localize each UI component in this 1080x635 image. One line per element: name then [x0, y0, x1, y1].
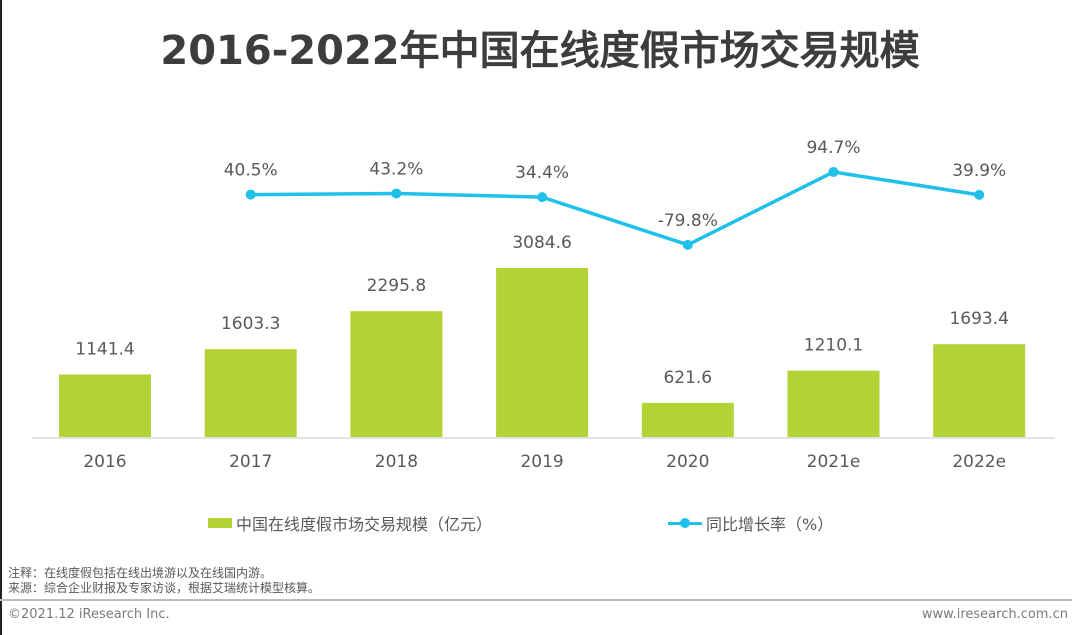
legend-bar-label: 中国在线度假市场交易规模（亿元）	[236, 515, 493, 534]
x-tick-2022e: 2022e	[952, 452, 1006, 472]
bars-group	[59, 268, 1026, 437]
bar-2020	[641, 402, 734, 437]
bar-2019	[496, 268, 589, 437]
growth-label-2018: 43.2%	[369, 159, 423, 179]
growth-label-2017: 40.5%	[224, 161, 278, 181]
growth-point-2022e	[974, 189, 985, 200]
x-tick-2017: 2017	[229, 452, 272, 472]
chart-title: 2016-2022年中国在线度假市场交易规模	[160, 28, 920, 74]
growth-point-2020	[682, 239, 693, 250]
growth-label-2020: -79.8%	[658, 211, 718, 231]
growth-point-2017	[245, 189, 256, 200]
bar-value-label-2016: 1141.4	[75, 339, 134, 359]
legend-item-bar: 中国在线度假市场交易规模（亿元）	[208, 511, 492, 535]
x-tick-2018: 2018	[375, 452, 418, 472]
x-tick-2020: 2020	[666, 452, 709, 472]
growth-point-2021e	[828, 166, 839, 177]
left-border	[0, 0, 2, 635]
growth-line-group: 40.5% 43.2% 34.4% -79.8% 94.7% 39.9%	[224, 138, 1006, 250]
source-text: 来源：综合企业财报及专家访谈，根据艾瑞统计模型核算。	[8, 581, 321, 595]
growth-label-2022e: 39.9%	[952, 161, 1006, 181]
growth-label-2021e: 94.7%	[806, 138, 860, 158]
growth-label-2019: 34.4%	[515, 163, 569, 183]
bar-2016	[59, 374, 151, 437]
bar-2017	[204, 349, 297, 437]
bar-value-label-2020: 621.6	[663, 368, 712, 388]
legend-item-line: 同比增长率（%）	[668, 511, 833, 535]
website-text: www.iresearch.com.cn	[921, 607, 1068, 622]
x-tick-2021e: 2021e	[807, 452, 861, 472]
copyright-text: ©2021.12 iResearch Inc.	[8, 607, 170, 622]
bar-value-label-2018: 2295.8	[367, 276, 426, 296]
bar-value-labels: 1141.4 1603.3 2295.8 3084.6 621.6 1210.1 1693.…	[75, 233, 1009, 388]
bar-2021e	[787, 370, 880, 437]
x-tick-labels: 2016 2017 2018 2019 2020 2021e 2022e	[83, 452, 1006, 472]
legend-bar-swatch	[208, 518, 232, 528]
bar-value-label-2017: 1603.3	[221, 314, 280, 334]
growth-line	[250, 170, 980, 247]
x-tick-2019: 2019	[520, 452, 563, 472]
legend-line-label: 同比增长率（%）	[706, 515, 834, 534]
note-text: 注释：在线度假包括在线出境游以及在线国内游。	[8, 566, 273, 580]
bar-2022e	[933, 344, 1026, 437]
chart-area: 1141.4 1603.3 2295.8 3084.6 621.6 1210.1 1693.…	[32, 138, 1055, 472]
legend-line-swatch	[668, 517, 702, 528]
growth-point-2018	[391, 188, 402, 199]
bar-value-label-2022e: 1693.4	[949, 309, 1008, 329]
bar-value-label-2019: 3084.6	[512, 233, 571, 253]
bar-value-label-2021e: 1210.1	[804, 336, 863, 356]
footer-divider	[0, 599, 1072, 601]
growth-point-2019	[537, 192, 548, 203]
x-tick-2016: 2016	[83, 452, 126, 472]
bar-2018	[350, 311, 443, 437]
notes-block: 注释：在线度假包括在线出境游以及在线国内游。 来源：综合企业财报及专家访谈，根据…	[8, 566, 320, 596]
